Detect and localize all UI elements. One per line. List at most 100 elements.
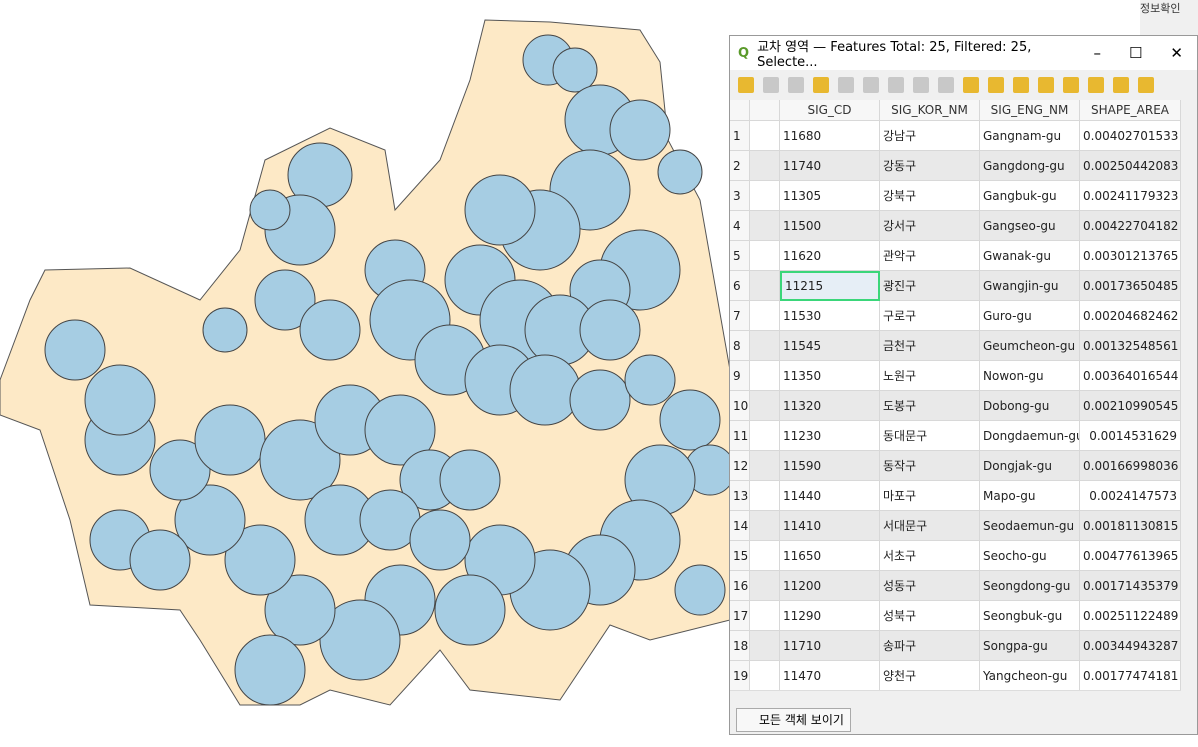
table-cell: 강서구 [880,211,980,241]
row-number: 7 [730,301,750,331]
table-cell: 11200 [780,571,880,601]
filter-button[interactable]: 모든 객체 보이기 [736,708,851,732]
buffer-area [439,449,501,511]
horizontal-scrollbar[interactable] [730,690,1181,705]
column-header[interactable]: SHAPE_AREA [1080,100,1181,121]
column-header[interactable]: SIG_CD [780,100,880,121]
table-cell: 0.00301213765 [1080,241,1181,271]
table-cell: 광진구 [880,271,980,301]
table-row[interactable]: 3 11305 강북구 Gangbuk-gu 0.00241179323 [730,181,1181,211]
blank-cell [750,361,780,391]
table-row[interactable]: 7 11530 구로구 Guro-gu 0.00204682462 [730,301,1181,331]
table-row[interactable]: 11 11230 동대문구 Dongdaemun-gu 0.0014531629 [730,421,1181,451]
buffer-area [569,369,631,431]
table-row[interactable]: 5 11620 관악구 Gwanak-gu 0.00301213765 [730,241,1181,271]
table-cell: 동대문구 [880,421,980,451]
row-number: 1 [730,121,750,151]
table-cell: 11530 [780,301,880,331]
blank-cell [750,271,780,301]
app-icon: Q [738,45,750,61]
window-controls[interactable]: – ☐ ✕ [1093,44,1183,62]
blank-cell [750,631,780,661]
table-cell: 0.0024147573 [1080,481,1181,511]
table-row[interactable]: 4 11500 강서구 Gangseo-gu 0.00422704182 [730,211,1181,241]
table-cell: 성북구 [880,601,980,631]
table-cell: 11230 [780,421,880,451]
table-cell: 11290 [780,601,880,631]
row-number: 3 [730,181,750,211]
blank-cell [750,541,780,571]
table-cell: 11410 [780,511,880,541]
table-row[interactable]: 9 11350 노원구 Nowon-gu 0.00364016544 [730,361,1181,391]
table-cell: Seocho-gu [980,541,1080,571]
table-cell: 관악구 [880,241,980,271]
buffer-area [434,574,506,646]
table-cell: 0.00402701533 [1080,121,1181,151]
table-cell: 11740 [780,151,880,181]
table-cell: 11650 [780,541,880,571]
table-cell: 0.00364016544 [1080,361,1181,391]
table-cell: 구로구 [880,301,980,331]
table-row[interactable]: 1 11680 강남구 Gangnam-gu 0.00402701533 [730,121,1181,151]
buffer-area [364,394,436,466]
table-row[interactable]: 6 11215 광진구 Gwangjin-gu 0.00173650485 [730,271,1181,301]
blank-cell [750,181,780,211]
vertical-scrollbar[interactable] [1181,100,1196,690]
table-cell: 11680 [780,121,880,151]
table-cell: Mapo-gu [980,481,1080,511]
blank-cell [750,451,780,481]
blank-cell [750,331,780,361]
table-cell: 11440 [780,481,880,511]
row-number: 18 [730,631,750,661]
table-row[interactable]: 12 11590 동작구 Dongjak-gu 0.00166998036 [730,451,1181,481]
table-row[interactable]: 14 11410 서대문구 Seodaemun-gu 0.00181130815 [730,511,1181,541]
buffer-area [224,524,296,596]
table-row[interactable]: 10 11320 도봉구 Dobong-gu 0.00210990545 [730,391,1181,421]
buffer-area [264,574,336,646]
table-row[interactable]: 18 11710 송파구 Songpa-gu 0.00344943287 [730,631,1181,661]
column-header[interactable]: SIG_KOR_NM [880,100,980,121]
buffer-area [659,389,721,451]
blank-cell [750,661,780,690]
table-cell: 11620 [780,241,880,271]
buffer-area [464,174,536,246]
table-cell: 동작구 [880,451,980,481]
table-cell: Gangbuk-gu [980,181,1080,211]
blank-cell [750,151,780,181]
table-cell: 0.00250442083 [1080,151,1181,181]
attribute-grid[interactable]: SIG_CD SIG_KOR_NM SIG_ENG_NM SHAPE_AREA 1 116… [730,100,1181,690]
side-panel: 정보확인 [1140,0,1198,35]
blank-cell [750,571,780,601]
table-row[interactable]: 2 11740 강동구 Gangdong-gu 0.00250442083 [730,151,1181,181]
buffer-area [259,419,341,501]
table-row[interactable]: 15 11650 서초구 Seocho-gu 0.00477613965 [730,541,1181,571]
row-number: 9 [730,361,750,391]
table-cell: Seongbuk-gu [980,601,1080,631]
buffer-area [44,319,106,381]
column-header[interactable]: SIG_ENG_NM [980,100,1080,121]
row-number: 5 [730,241,750,271]
blank-cell [750,241,780,271]
table-cell: Guro-gu [980,301,1080,331]
row-number: 10 [730,391,750,421]
blank-cell [750,481,780,511]
table-row[interactable]: 19 11470 양천구 Yangcheon-gu 0.00177474181 [730,661,1181,690]
buffer-area [509,354,581,426]
table-row[interactable]: 16 11200 성동구 Seongdong-gu 0.00171435379 [730,571,1181,601]
table-row[interactable]: 17 11290 성북구 Seongbuk-gu 0.00251122489 [730,601,1181,631]
table-cell: 11590 [780,451,880,481]
row-number: 8 [730,331,750,361]
table-cell: 도봉구 [880,391,980,421]
buffer-area [624,354,676,406]
toolbar[interactable] [730,70,1197,100]
row-number: 12 [730,451,750,481]
table-cell: 노원구 [880,361,980,391]
table-cell: 강북구 [880,181,980,211]
table-row[interactable]: 8 11545 금천구 Geumcheon-gu 0.00132548561 [730,331,1181,361]
table-row[interactable]: 13 11440 마포구 Mapo-gu 0.0024147573 [730,481,1181,511]
table-cell: 0.00177474181 [1080,661,1181,690]
blank-cell [750,391,780,421]
buffer-area [409,509,471,571]
table-cell: 0.00132548561 [1080,331,1181,361]
